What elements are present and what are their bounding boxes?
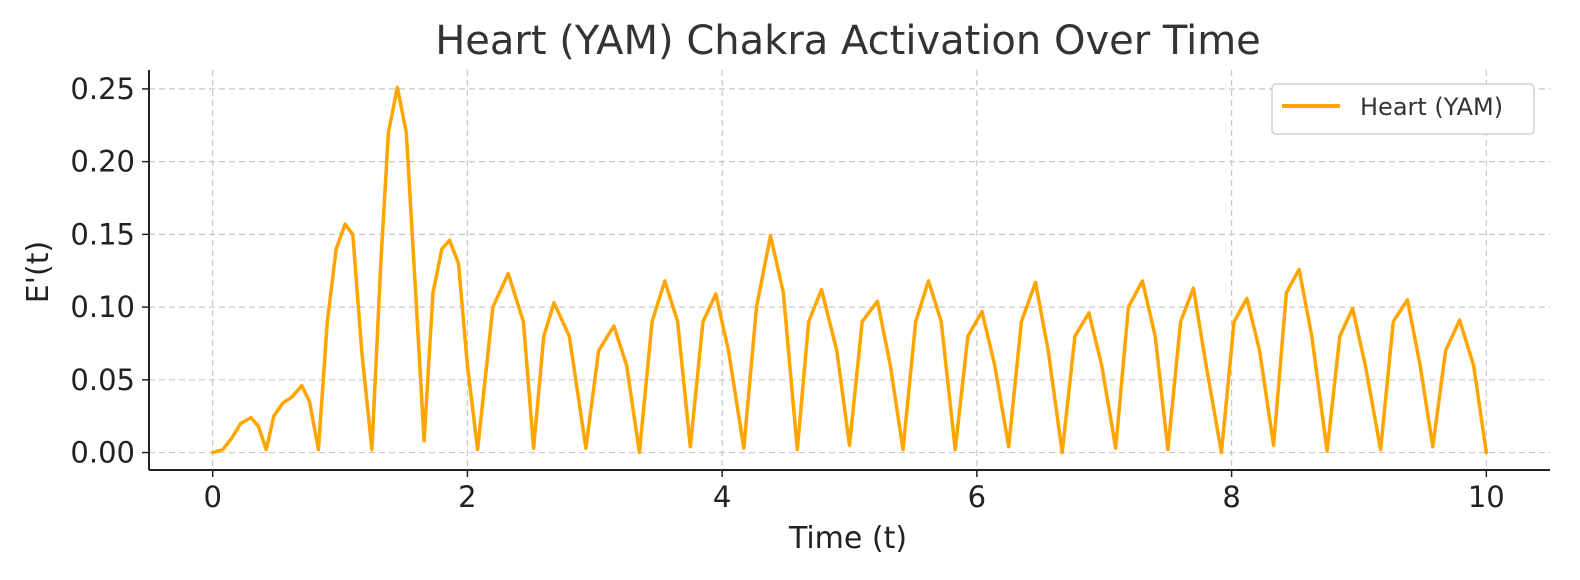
x-tick-label: 4 [713,480,731,514]
x-tick-label: 8 [1222,480,1240,514]
y-tick-label: 0.20 [70,145,135,179]
x-tick-label: 6 [968,480,986,514]
series-layer [210,85,1489,455]
y-axis-label: E'(t) [21,241,56,303]
y-tick-label: 0.10 [70,290,135,324]
x-tick-label: 2 [458,480,476,514]
x-tick-label: 10 [1468,480,1505,514]
y-tick-label: 0.25 [70,72,135,106]
x-tick-label: 0 [203,480,221,514]
y-tick-label: 0.05 [70,363,135,397]
y-ticks: 0.00 0.05 0.10 0.15 0.20 0.25 [70,72,149,470]
x-axis-label: Time (t) [788,521,907,556]
x-ticks: 0 2 4 6 8 10 [203,470,1505,514]
y-tick-label: 0.15 [70,217,135,251]
chart-title: Heart (YAM) Chakra Activation Over Time [435,18,1261,64]
series-line-heart [210,85,1489,455]
y-tick-label: 0.00 [70,436,135,470]
legend-box [1271,83,1535,135]
legend-label: Heart (YAM) [1360,93,1503,121]
legend: Heart (YAM) [1271,83,1535,135]
